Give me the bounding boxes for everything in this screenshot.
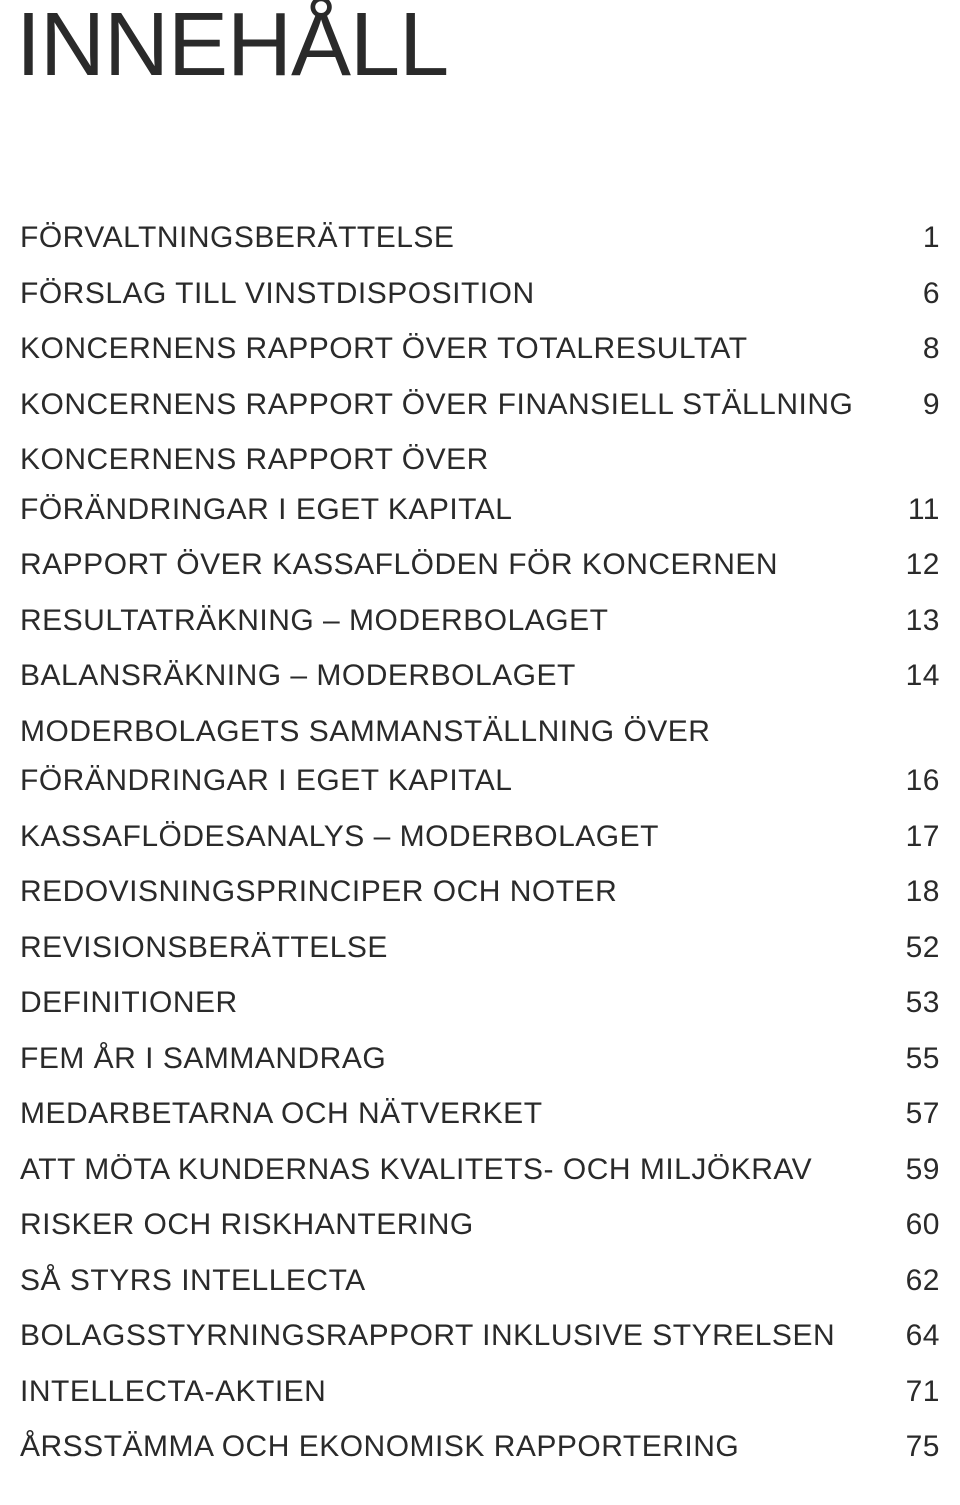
toc-entry-page: 9	[880, 377, 940, 433]
toc-entry-label: ÅRSSTÄMMA OCH EKONOMISK RAPPORTERING	[20, 1419, 739, 1475]
toc-entry-page: 12	[880, 537, 940, 593]
toc-entry: RESULTATRÄKNING – MODERBOLAGET 13	[20, 593, 940, 649]
toc-entry-label: INTELLECTA-AKTIEN	[20, 1364, 326, 1420]
toc-list: FÖRVALTNINGSBERÄTTELSE 1 FÖRSLAG TILL VI…	[20, 210, 940, 1475]
toc-entry-page: 8	[880, 321, 940, 377]
toc-entry-page: 13	[880, 593, 940, 649]
toc-entry: DEFINITIONER 53	[20, 975, 940, 1031]
toc-entry: MEDARBETARNA OCH NÄTVERKET 57	[20, 1086, 940, 1142]
toc-entry-page: 11	[880, 482, 940, 538]
toc-entry-label: SÅ STYRS INTELLECTA	[20, 1253, 366, 1309]
toc-entry-page: 16	[880, 753, 940, 809]
toc-entry-label: DEFINITIONER	[20, 975, 238, 1031]
toc-entry-page: 18	[880, 864, 940, 920]
toc-entry-page: 6	[880, 266, 940, 322]
toc-entry-page: 62	[880, 1253, 940, 1309]
toc-entry-page: 17	[880, 809, 940, 865]
toc-entry: FÖRÄNDRINGAR I EGET KAPITAL 16	[20, 753, 940, 809]
toc-entry: FÖRÄNDRINGAR I EGET KAPITAL 11	[20, 482, 940, 538]
toc-entry: KONCERNENS RAPPORT ÖVER FINANSIELL STÄLL…	[20, 377, 940, 433]
toc-entry-label: FÖRÄNDRINGAR I EGET KAPITAL	[20, 753, 512, 809]
toc-entry: KONCERNENS RAPPORT ÖVER	[20, 432, 940, 488]
toc-entry: RISKER OCH RISKHANTERING 60	[20, 1197, 940, 1253]
toc-entry-label: KONCERNENS RAPPORT ÖVER	[20, 432, 489, 488]
toc-entry-page: 60	[880, 1197, 940, 1253]
toc-entry: BOLAGSSTYRNINGSRAPPORT INKLUSIVE STYRELS…	[20, 1308, 940, 1364]
toc-entry-label: FÖRÄNDRINGAR I EGET KAPITAL	[20, 482, 512, 538]
toc-entry-label: ATT MÖTA KUNDERNAS KVALITETS- OCH MILJÖK…	[20, 1142, 812, 1198]
toc-entry-label: REDOVISNINGSPRINCIPER OCH NOTER	[20, 864, 617, 920]
toc-entry-label: BOLAGSSTYRNINGSRAPPORT INKLUSIVE STYRELS…	[20, 1308, 835, 1364]
toc-entry-label: RAPPORT ÖVER KASSAFLÖDEN FÖR KONCERNEN	[20, 537, 778, 593]
toc-entry-label: MEDARBETARNA OCH NÄTVERKET	[20, 1086, 543, 1142]
toc-entry: REDOVISNINGSPRINCIPER OCH NOTER 18	[20, 864, 940, 920]
toc-entry-page: 14	[880, 648, 940, 704]
toc-entry: FEM ÅR I SAMMANDRAG 55	[20, 1031, 940, 1087]
toc-entry-label: MODERBOLAGETS SAMMANSTÄLLNING ÖVER	[20, 704, 710, 760]
toc-entry: ATT MÖTA KUNDERNAS KVALITETS- OCH MILJÖK…	[20, 1142, 940, 1198]
toc-entry-label: FEM ÅR I SAMMANDRAG	[20, 1031, 386, 1087]
toc-entry-label: REVISIONSBERÄTTELSE	[20, 920, 388, 976]
toc-entry-label: KONCERNENS RAPPORT ÖVER TOTALRESULTAT	[20, 321, 748, 377]
toc-entry: SÅ STYRS INTELLECTA 62	[20, 1253, 940, 1309]
toc-entry-label: KASSAFLÖDESANALYS – MODERBOLAGET	[20, 809, 659, 865]
toc-entry-page: 71	[880, 1364, 940, 1420]
toc-page: INNEHÅLL FÖRVALTNINGSBERÄTTELSE 1 FÖRSLA…	[0, 0, 960, 1505]
toc-entry-page: 64	[880, 1308, 940, 1364]
toc-entry: KASSAFLÖDESANALYS – MODERBOLAGET 17	[20, 809, 940, 865]
toc-entry: REVISIONSBERÄTTELSE 52	[20, 920, 940, 976]
toc-entry-label: KONCERNENS RAPPORT ÖVER FINANSIELL STÄLL…	[20, 377, 853, 433]
toc-entry-label: FÖRVALTNINGSBERÄTTELSE	[20, 210, 454, 266]
toc-entry-label: RISKER OCH RISKHANTERING	[20, 1197, 474, 1253]
toc-entry: FÖRSLAG TILL VINSTDISPOSITION 6	[20, 266, 940, 322]
toc-entry: INTELLECTA-AKTIEN 71	[20, 1364, 940, 1420]
page-title: INNEHÅLL	[16, 0, 940, 90]
toc-entry-label: FÖRSLAG TILL VINSTDISPOSITION	[20, 266, 535, 322]
toc-entry: KONCERNENS RAPPORT ÖVER TOTALRESULTAT 8	[20, 321, 940, 377]
toc-entry: BALANSRÄKNING – MODERBOLAGET 14	[20, 648, 940, 704]
toc-entry-page: 75	[880, 1419, 940, 1475]
toc-entry: MODERBOLAGETS SAMMANSTÄLLNING ÖVER	[20, 704, 940, 760]
toc-entry: FÖRVALTNINGSBERÄTTELSE 1	[20, 210, 940, 266]
toc-entry-page: 52	[880, 920, 940, 976]
toc-entry-page: 53	[880, 975, 940, 1031]
toc-entry-page: 1	[880, 210, 940, 266]
toc-entry-label: RESULTATRÄKNING – MODERBOLAGET	[20, 593, 608, 649]
toc-entry-page: 59	[880, 1142, 940, 1198]
toc-entry-label: BALANSRÄKNING – MODERBOLAGET	[20, 648, 576, 704]
toc-entry: ÅRSSTÄMMA OCH EKONOMISK RAPPORTERING 75	[20, 1419, 940, 1475]
toc-entry-page: 57	[880, 1086, 940, 1142]
toc-entry-page: 55	[880, 1031, 940, 1087]
toc-entry: RAPPORT ÖVER KASSAFLÖDEN FÖR KONCERNEN 1…	[20, 537, 940, 593]
